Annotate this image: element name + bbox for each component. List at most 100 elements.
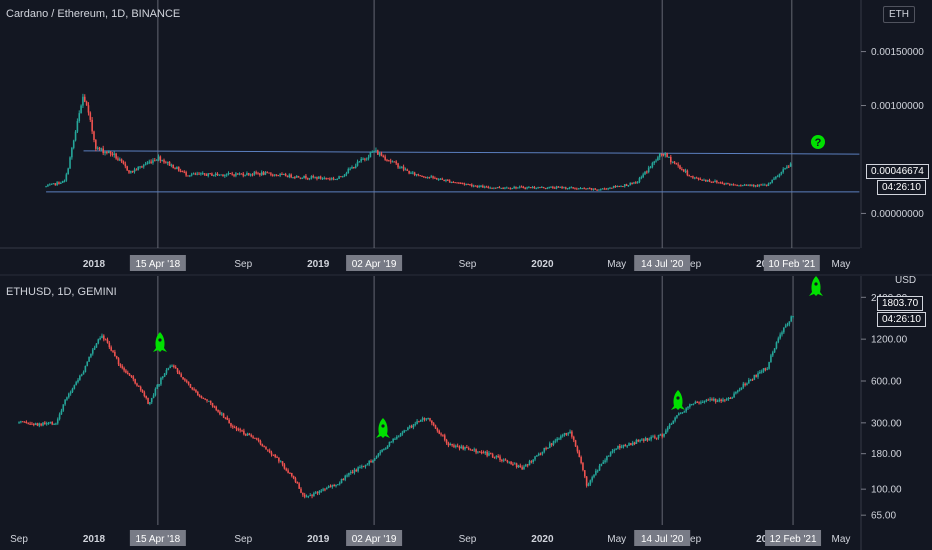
candle-body (110, 347, 112, 351)
candle-body (233, 174, 235, 176)
candle-body (611, 450, 614, 453)
candle-body (246, 173, 248, 176)
x-tick-label: 2020 (531, 534, 554, 545)
candle-body (620, 186, 622, 188)
candle-body (107, 151, 110, 154)
candle-body (580, 456, 582, 463)
candle-body (480, 451, 483, 453)
candle-body (767, 183, 770, 186)
candle-body (214, 173, 217, 176)
candle-body (509, 188, 512, 190)
candle-body (649, 167, 652, 169)
candle-body (25, 421, 28, 424)
highlight-date-label: 15 Apr '18 (136, 259, 181, 270)
candle-body (603, 188, 606, 190)
candle-body (189, 383, 192, 388)
candle-body (364, 464, 367, 467)
candle-body (323, 177, 326, 179)
candle-body (572, 187, 574, 189)
candle-body (703, 400, 706, 403)
candle-body (613, 449, 616, 451)
candle-body (200, 173, 202, 175)
question-mark-icon[interactable] (811, 135, 825, 149)
candle-body (442, 434, 444, 436)
candle-body (759, 371, 761, 374)
candle-body (78, 113, 81, 122)
candle-body (555, 186, 558, 189)
candle-body (482, 185, 484, 188)
candle-body (281, 461, 284, 465)
candle-body (438, 430, 441, 434)
candle-body (413, 172, 416, 176)
candle-body (191, 387, 194, 390)
candle-body (622, 444, 625, 447)
candle-body (657, 435, 660, 439)
candle-body (383, 448, 385, 450)
candle-body (53, 423, 55, 425)
candle-body (440, 433, 442, 435)
candle-body (536, 455, 538, 457)
candle-body (131, 171, 134, 173)
candle-body (23, 421, 26, 423)
candle-body (126, 166, 128, 171)
candle-body (54, 183, 57, 185)
candle-body (631, 183, 633, 185)
candle-body (692, 176, 694, 178)
candle-body (771, 352, 774, 356)
candle-body (251, 174, 254, 176)
candle-body (705, 399, 708, 401)
candle-body (745, 184, 748, 186)
candle-body (524, 187, 527, 189)
candle-body (437, 179, 440, 181)
candle-body (652, 436, 654, 438)
candle-body (585, 476, 588, 486)
rocket-window (676, 396, 680, 400)
candle-body (539, 453, 542, 455)
candle-body (56, 182, 58, 185)
candle-body (396, 436, 398, 439)
candle-body (74, 131, 77, 141)
candle-body (61, 180, 64, 184)
candle-body (719, 182, 722, 184)
candle-body (666, 427, 669, 431)
candle-body (530, 461, 533, 463)
candle-body (319, 176, 322, 179)
candle-body (736, 390, 739, 392)
candle-body (779, 334, 781, 339)
candle-body (740, 185, 742, 187)
candle-body (474, 185, 477, 187)
candle-body (340, 176, 342, 178)
candle-body (578, 451, 581, 457)
trendline[interactable] (83, 150, 860, 155)
candle-body (695, 177, 698, 179)
candle-body (512, 464, 514, 466)
top-unit-badge[interactable]: ETH (883, 6, 915, 23)
candle-body (149, 402, 151, 404)
y-tick-label: 100.00 (871, 485, 902, 496)
top-plot-area[interactable]: ? (45, 0, 860, 248)
candle-body (679, 165, 681, 170)
candle-body (150, 161, 152, 163)
candle-body (733, 393, 735, 398)
candle-body (163, 373, 166, 377)
candle-body (773, 348, 776, 353)
candle-body (152, 395, 155, 398)
candle-body (749, 184, 751, 186)
candle-body (459, 182, 462, 184)
candle-body (65, 174, 68, 181)
candle-body (174, 367, 177, 369)
candle-body (548, 443, 551, 448)
bottom-plot-area[interactable] (18, 276, 823, 525)
candle-body (786, 166, 788, 169)
candle-body (646, 438, 649, 441)
candle-body (535, 188, 538, 190)
candle-body (204, 398, 206, 400)
candle-body (661, 434, 663, 437)
candle-body (211, 403, 214, 407)
candle-body (274, 454, 276, 457)
x-tick-label: Sep (683, 534, 701, 545)
candle-body (490, 453, 492, 455)
candle-body (201, 173, 204, 175)
candle-body (73, 385, 76, 389)
